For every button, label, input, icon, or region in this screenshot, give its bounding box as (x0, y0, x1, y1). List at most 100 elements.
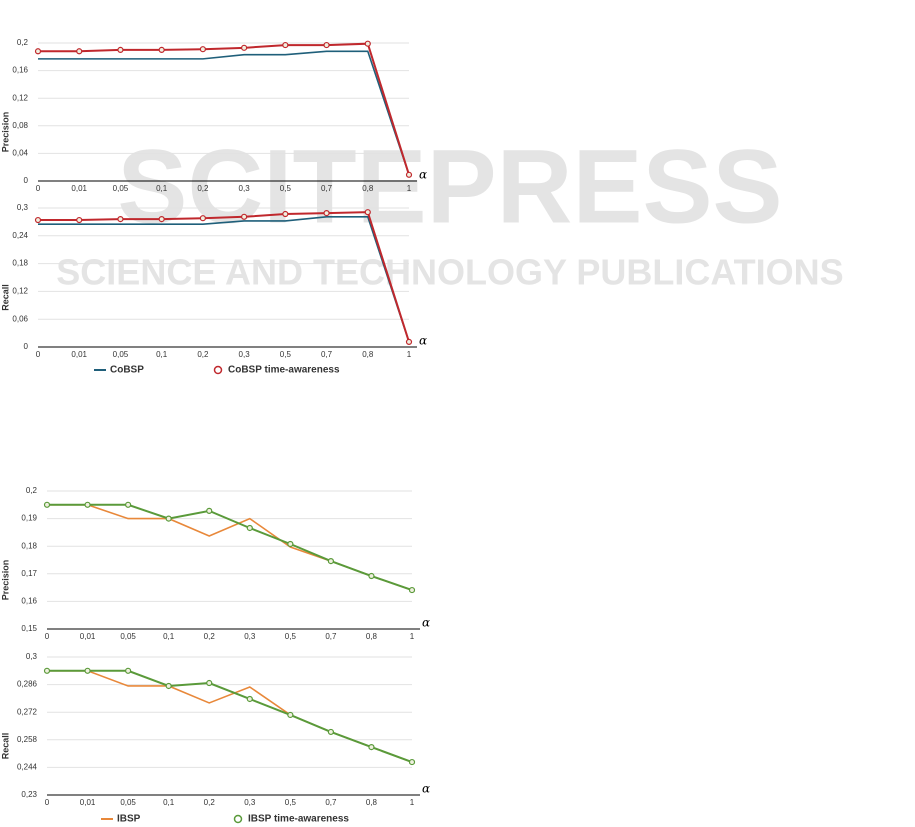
point (323, 41, 330, 49)
x-tick-label: 0 (45, 798, 50, 807)
x-axis-label: α (422, 616, 430, 630)
x-tick-label: 0,3 (239, 184, 251, 193)
x-tick-label: 0,8 (362, 184, 374, 193)
point (368, 743, 375, 751)
point (327, 728, 334, 736)
y-tick-label: 0,2 (17, 38, 29, 47)
x-tick-label: 0,8 (362, 350, 374, 359)
x-tick-label: 1 (410, 632, 415, 641)
legend-label: IBSP (117, 814, 141, 825)
watermark: SCIENCE AND TECHNOLOGY PUBLICATIONS (56, 252, 843, 293)
y-tick-label: 0,16 (21, 597, 37, 606)
x-tick-label: 0,01 (71, 350, 87, 359)
point (282, 41, 289, 49)
x-axis-label: α (419, 334, 427, 348)
series-line (38, 42, 410, 176)
y-tick-label: 0,19 (21, 514, 37, 523)
point (408, 758, 416, 766)
x-tick-label: 0,2 (204, 798, 216, 807)
point (125, 501, 132, 508)
series-line (47, 503, 413, 592)
y-tick-label: 0,24 (12, 231, 28, 240)
x-tick-label: 0,01 (80, 798, 96, 807)
x-tick-label: 0,5 (285, 798, 297, 807)
point (165, 515, 172, 522)
y-tick-label: 0,258 (17, 735, 38, 744)
point (125, 667, 132, 674)
y-tick-label: 0 (24, 342, 29, 351)
x-tick-label: 1 (407, 350, 412, 359)
y-tick-label: 0,272 (17, 707, 38, 716)
x-tick-label: 0,01 (71, 184, 87, 193)
x-tick-label: 0,5 (280, 184, 292, 193)
point (246, 695, 253, 703)
x-tick-label: 0,3 (244, 632, 256, 641)
y-tick-label: 0,2 (26, 486, 38, 495)
series-line (47, 669, 413, 764)
point (34, 48, 42, 55)
point (43, 667, 51, 674)
x-tick-label: 0,7 (321, 184, 333, 193)
x-tick-label: 1 (407, 184, 412, 193)
point (84, 667, 91, 674)
y-tick-label: 0,18 (21, 541, 37, 550)
x-tick-label: 0,7 (325, 798, 337, 807)
point (117, 216, 124, 223)
y-tick-label: 0,15 (21, 624, 37, 633)
x-tick-label: 0,1 (156, 184, 168, 193)
point (206, 507, 213, 514)
y-tick-label: 0,17 (21, 569, 37, 578)
y-tick-label: 0 (24, 176, 29, 185)
x-tick-label: 0,7 (325, 632, 337, 641)
point (323, 209, 330, 217)
series-line (38, 216, 410, 343)
legend-marker (233, 814, 243, 824)
point (117, 46, 124, 54)
point (199, 46, 206, 53)
point (241, 213, 248, 220)
x-tick-label: 0,8 (366, 632, 378, 641)
point (241, 44, 248, 51)
y-tick-label: 0,08 (12, 121, 28, 130)
point (43, 501, 51, 508)
x-tick-label: 0 (36, 184, 41, 193)
point (165, 682, 172, 690)
y-tick-label: 0,3 (17, 203, 29, 212)
x-tick-label: 0,3 (244, 798, 256, 807)
x-tick-label: 0,7 (321, 350, 333, 359)
series-line (38, 50, 410, 176)
x-tick-label: 0,1 (156, 350, 168, 359)
point (405, 338, 413, 346)
x-tick-label: 0,5 (280, 350, 292, 359)
y-tick-label: 0,244 (17, 763, 38, 772)
x-tick-label: 1 (410, 798, 415, 807)
x-tick-label: 0,5 (285, 632, 297, 641)
x-tick-label: 0,2 (204, 632, 216, 641)
point (84, 501, 91, 508)
point (327, 558, 334, 565)
point (405, 171, 413, 178)
point (76, 216, 83, 224)
point (199, 215, 206, 222)
legend-marker (213, 365, 223, 375)
x-tick-label: 0,05 (120, 632, 136, 641)
x-tick-label: 0,05 (113, 184, 129, 193)
point (368, 572, 375, 580)
y-tick-label: 0,18 (12, 259, 28, 268)
x-tick-label: 0 (36, 350, 41, 359)
x-tick-label: 0,2 (197, 184, 209, 193)
y-tick-label: 0,286 (17, 680, 38, 689)
y-axis-label: Precision (0, 112, 10, 153)
y-tick-label: 0,12 (12, 93, 28, 102)
series-line (47, 503, 413, 591)
watermark: SCITEPRESS (117, 129, 782, 246)
point (34, 216, 42, 224)
x-axis-label: α (419, 168, 427, 182)
y-axis-label: Recall (0, 733, 10, 760)
point (408, 586, 416, 594)
point (76, 48, 83, 55)
point (287, 711, 294, 719)
x-tick-label: 0,2 (197, 350, 209, 359)
y-tick-label: 0,3 (26, 652, 38, 661)
